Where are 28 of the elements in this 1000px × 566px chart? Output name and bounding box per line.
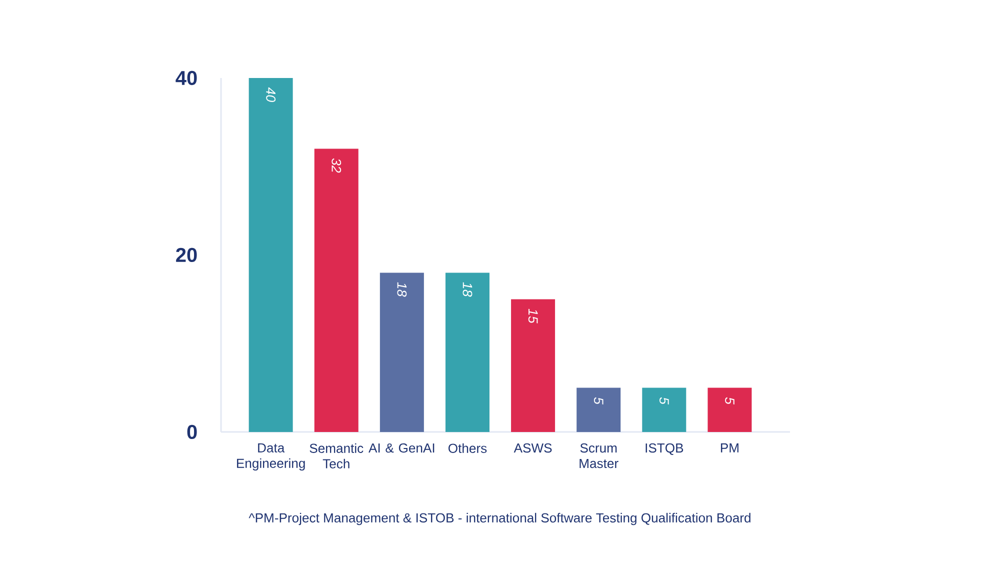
x-tick-label: ISTQB: [646, 443, 684, 455]
data-label: 5: [660, 397, 669, 404]
bar: [445, 272, 490, 432]
data-label: 5: [725, 397, 734, 404]
data-label: 15: [528, 308, 538, 324]
y-tick-label: 20: [176, 248, 197, 262]
text: ^PM-Project Management & ISTOB - international Software Testing Qualification Board: [248, 512, 750, 526]
y-tick-label: 0: [187, 424, 197, 440]
x-tick-label: Data Engineering: [237, 443, 305, 471]
data-label: 18: [397, 282, 407, 297]
data-label: 32: [332, 158, 342, 173]
x-tick-label: Others: [448, 443, 487, 453]
data-label: 5: [594, 397, 604, 404]
bar: [576, 388, 621, 432]
x-tick-label: PM: [720, 443, 738, 452]
x-tick-label: AI & GenAI: [368, 443, 434, 453]
y-tick-label: 40: [176, 70, 197, 86]
bar: [380, 272, 424, 432]
bar: [642, 388, 686, 432]
bar: [708, 388, 752, 432]
bar: [314, 148, 358, 432]
bar: [511, 299, 556, 432]
data-label: 40: [266, 87, 276, 102]
x-tick-label: ASWS: [514, 443, 552, 453]
bar: [248, 78, 293, 432]
data-label: 18: [462, 282, 472, 297]
x-tick-label: Scrum Master: [580, 443, 618, 468]
x-tick-label: Semantic Tech: [310, 443, 364, 468]
